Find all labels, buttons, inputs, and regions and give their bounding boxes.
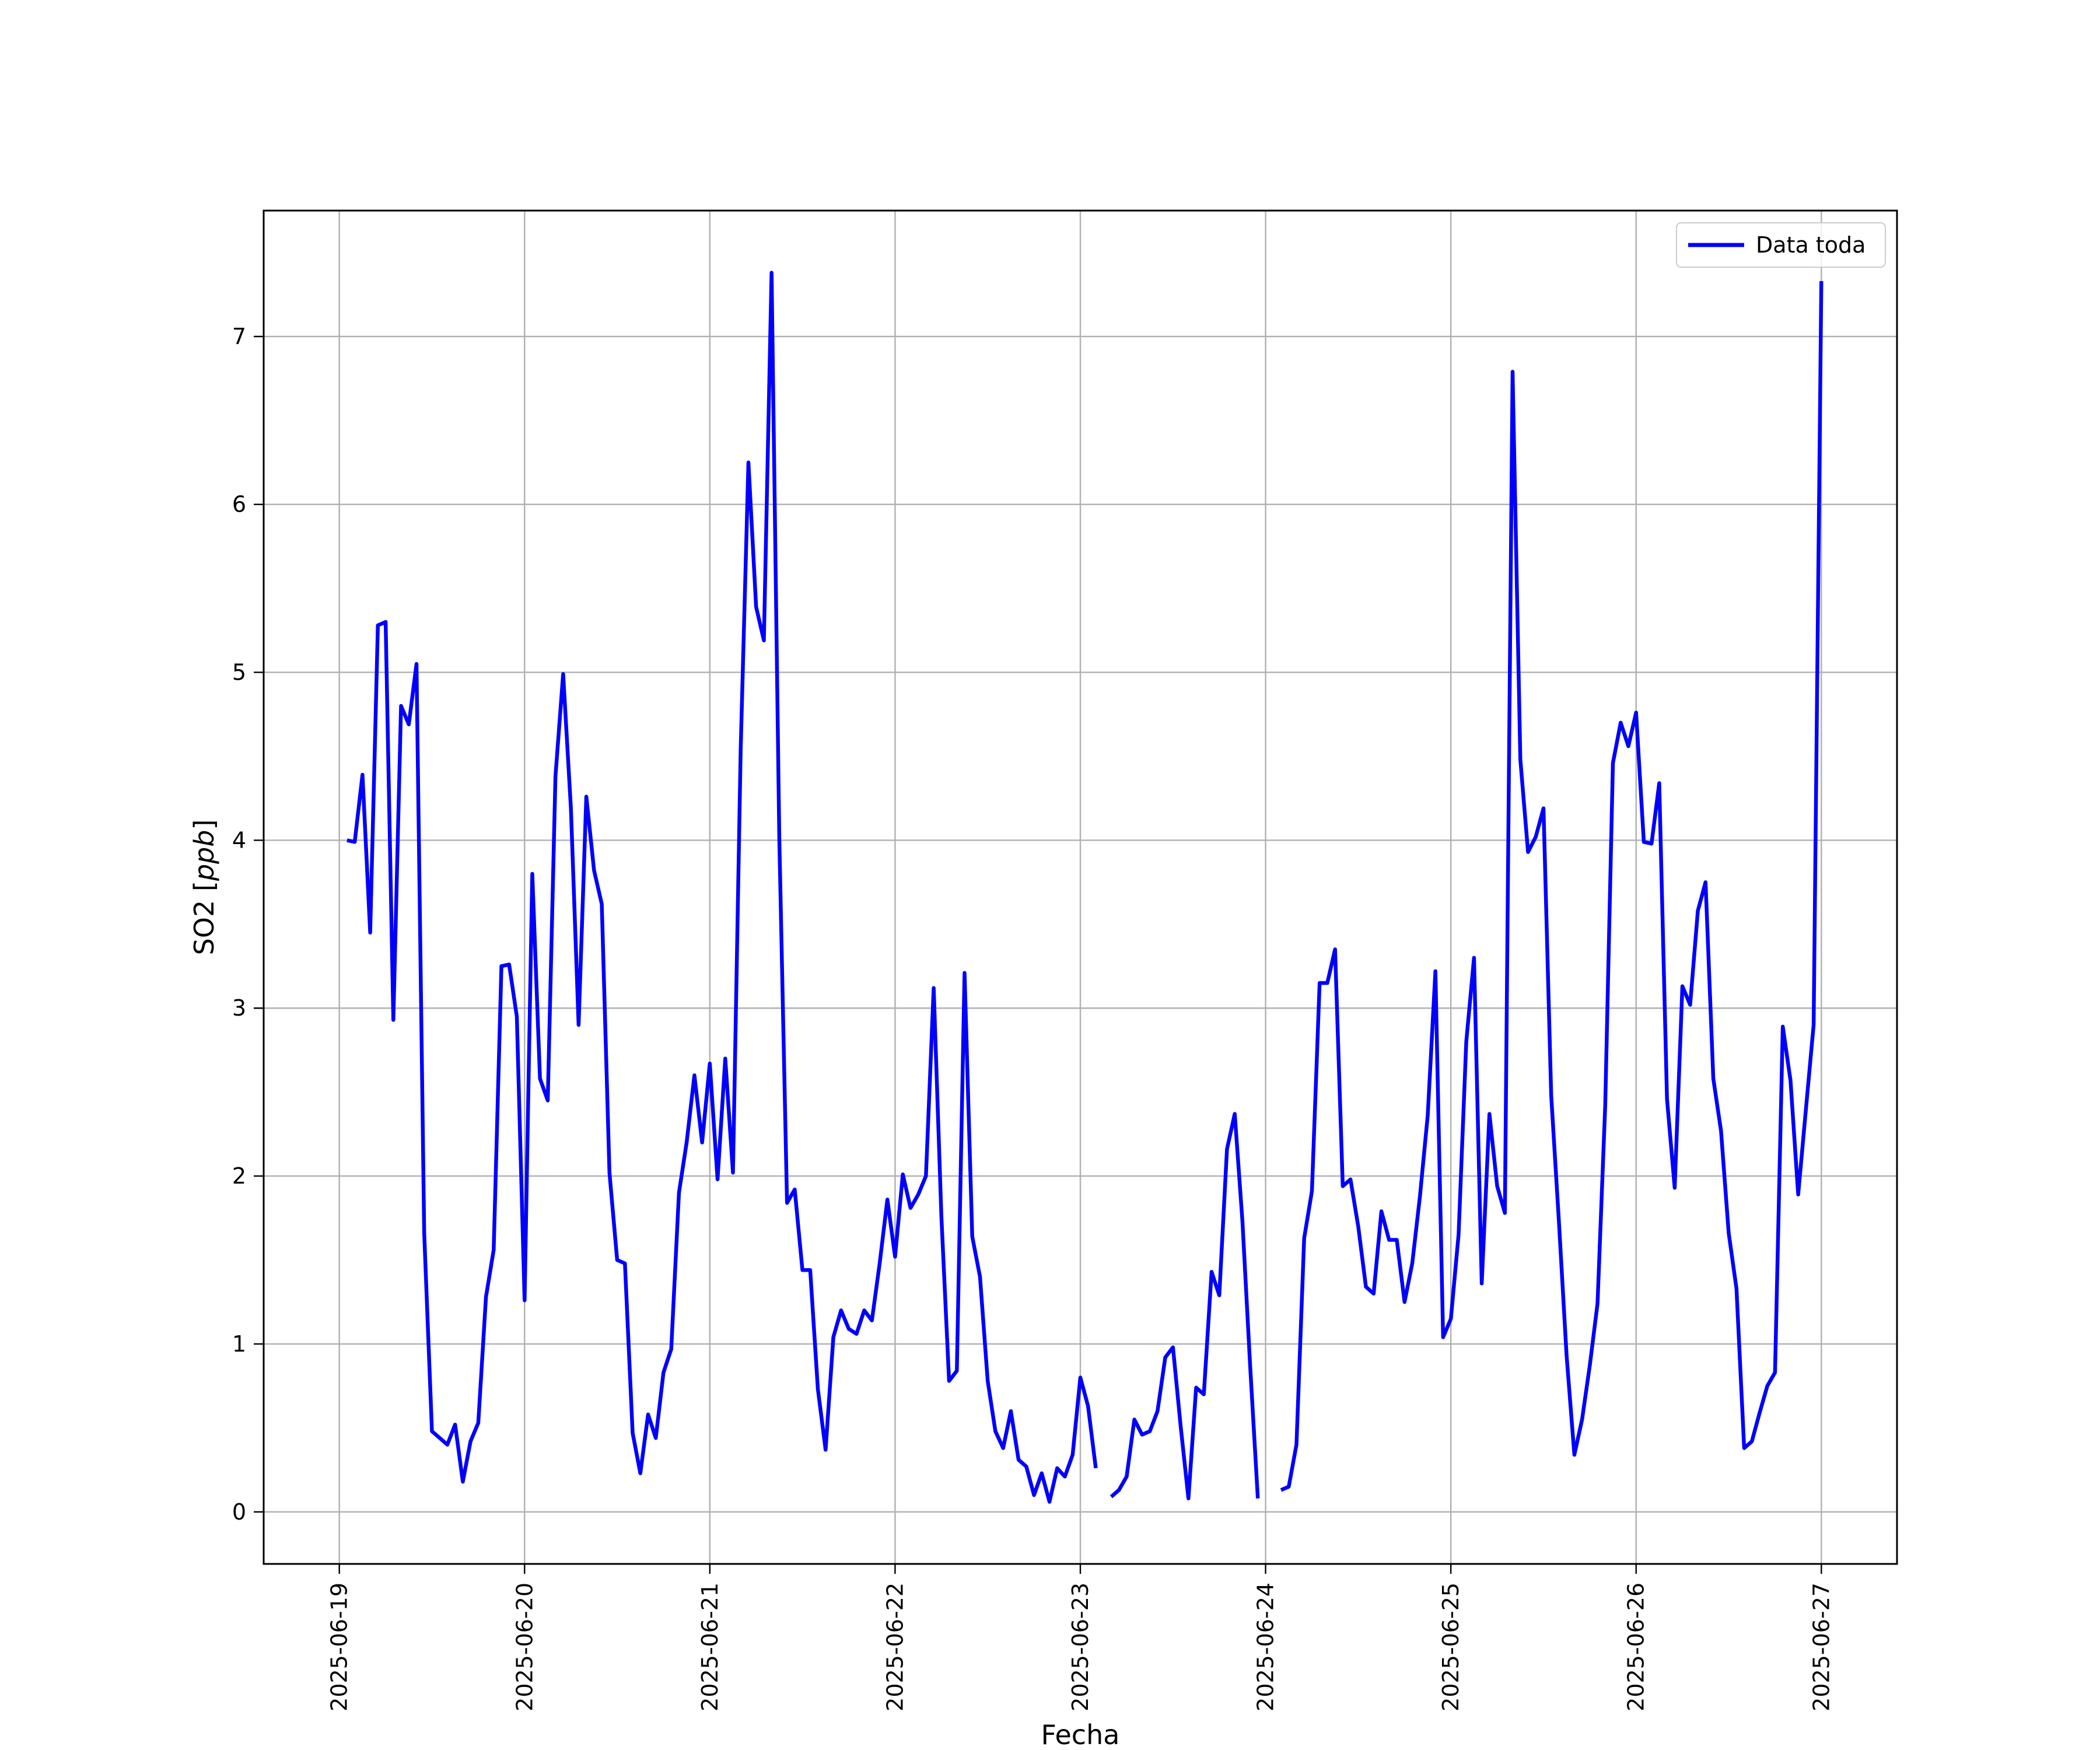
series-0-line-segment-1	[1110, 1112, 1260, 1500]
x-tick-label-6: 2025-06-25	[1438, 1583, 1464, 1712]
y-tick-label-0: 0	[232, 1499, 246, 1525]
x-axis-label: Fecha	[1041, 1719, 1120, 1750]
series-group	[346, 271, 1824, 1504]
series-0-line-segment-0	[346, 271, 1098, 1504]
y-tick-label-4: 4	[232, 827, 246, 853]
x-tick-label-3: 2025-06-22	[882, 1583, 908, 1712]
y-axis-label-close: ]	[188, 820, 220, 830]
y-axis: 0 1 2 3 4 5 6 7	[232, 324, 264, 1525]
x-tick-label-5: 2025-06-24	[1253, 1583, 1279, 1712]
y-axis-label: SO2 [ppb]	[188, 820, 220, 956]
x-tick-label-7: 2025-06-26	[1623, 1583, 1649, 1712]
x-tick-label-2: 2025-06-21	[697, 1583, 723, 1712]
y-tick-label-6: 6	[232, 492, 246, 517]
y-tick-label-5: 5	[232, 660, 246, 685]
y-tick-label-3: 3	[232, 995, 246, 1021]
x-axis: 2025-06-19 2025-06-20 2025-06-21 2025-06-22…	[327, 1564, 1834, 1712]
y-tick-label-7: 7	[232, 324, 246, 349]
series-0-line-segment-2	[1280, 281, 1824, 1492]
y-axis-label-unit: ppb	[188, 830, 220, 882]
y-axis-label-text: SO2 [	[188, 881, 220, 955]
y-tick-label-2: 2	[232, 1163, 246, 1189]
x-tick-label-0: 2025-06-19	[327, 1583, 352, 1712]
legend-box	[1676, 222, 1886, 268]
x-tick-label-8: 2025-06-27	[1808, 1583, 1834, 1712]
x-tick-label-1: 2025-06-20	[512, 1583, 537, 1712]
y-tick-label-1: 1	[232, 1331, 246, 1357]
x-tick-label-4: 2025-06-23	[1068, 1583, 1093, 1712]
legend-entry-label: Data toda	[1756, 232, 1866, 258]
legend: Data toda	[1676, 222, 1886, 268]
